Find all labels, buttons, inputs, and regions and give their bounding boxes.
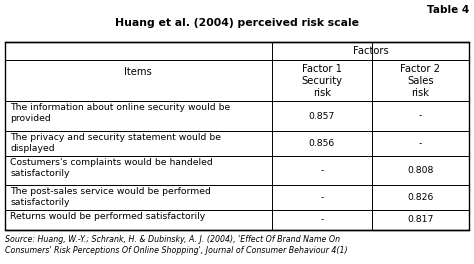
Text: The post-sales service would be performed
satisfactorily: The post-sales service would be performe… [10,187,211,207]
Text: 0.826: 0.826 [407,193,434,202]
Text: -: - [419,139,422,148]
Text: The privacy and security statement would be
displayed: The privacy and security statement would… [10,133,221,153]
Text: 0.808: 0.808 [407,166,434,175]
Text: Huang et al. (2004) perceived risk scale: Huang et al. (2004) perceived risk scale [115,18,359,29]
Text: Table 4: Table 4 [427,5,469,15]
Text: Source: Huang, W.-Y.; Schrank, H. & Dubinsky, A. J. (2004), 'Effect Of Brand Nam: Source: Huang, W.-Y.; Schrank, H. & Dubi… [5,235,347,255]
Text: -: - [419,112,422,121]
Text: -: - [320,193,323,202]
Text: 0.857: 0.857 [309,112,335,121]
Text: 0.856: 0.856 [309,139,335,148]
Text: -: - [320,166,323,175]
Text: -: - [320,215,323,224]
Text: Factor 2
Sales
risk: Factor 2 Sales risk [401,64,440,98]
Text: Factor 1
Security
risk: Factor 1 Security risk [301,64,342,98]
Text: The information about online security would be
provided: The information about online security wo… [10,103,231,123]
Text: 0.817: 0.817 [407,215,434,224]
Text: Items: Items [124,67,152,77]
Text: Costumers's complaints would be handeled
satisfactorily: Costumers's complaints would be handeled… [10,158,213,178]
Text: Factors: Factors [353,46,388,56]
Text: Returns would be performed satisfactorily: Returns would be performed satisfactoril… [10,212,206,221]
